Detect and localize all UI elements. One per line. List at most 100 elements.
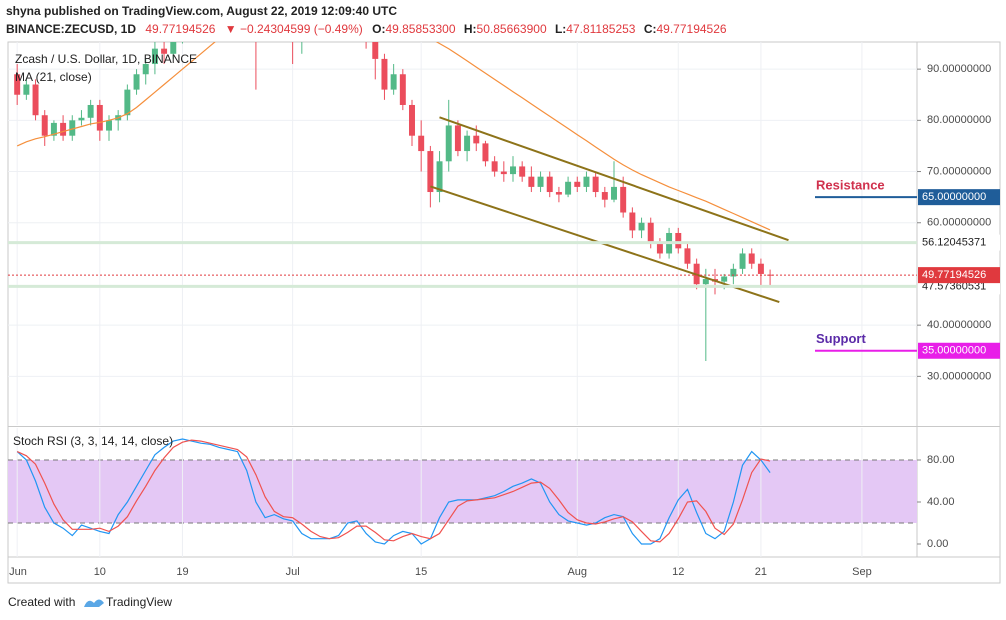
candle-body <box>41 115 48 136</box>
candle-body <box>592 176 599 193</box>
candle-body <box>583 176 590 187</box>
candle-body <box>14 74 21 95</box>
quote-line: BINANCE:ZECUSD, 1D 49.77194526 ▼ −0.2430… <box>6 22 727 36</box>
x-tick-label: 10 <box>94 566 106 578</box>
footer-brand: TradingView <box>106 595 172 609</box>
candle-body <box>436 161 443 193</box>
y-tick-label: 70.00000000 <box>927 165 991 177</box>
candle-body <box>739 253 746 269</box>
candle-body <box>537 176 544 187</box>
y-tick-label: 40.00 <box>927 496 955 508</box>
x-tick-label: 12 <box>672 566 684 578</box>
candle-body <box>601 192 608 200</box>
candle-body <box>60 122 67 136</box>
candle-body <box>78 117 85 121</box>
rsi-band <box>8 460 917 523</box>
candle-body <box>684 248 691 264</box>
y-tick-label: 40.00000000 <box>927 319 991 331</box>
plot: Jun 10 19 Jul 15 Aug 12 21 Sep 30.00000000 40.0000… <box>8 42 1000 578</box>
x-tick-label: 21 <box>755 566 767 578</box>
x-tick-label: Jul <box>286 566 300 578</box>
candle-body <box>399 74 406 105</box>
candle-body <box>445 125 452 162</box>
level-label: 47.57360531 <box>922 280 986 292</box>
price-pane <box>8 42 917 425</box>
level-label-box <box>918 234 1000 251</box>
candle-body <box>565 181 572 195</box>
candle-body <box>748 253 755 264</box>
candle-body <box>500 171 507 175</box>
annotation-text: Support <box>816 331 866 346</box>
candle-body <box>124 89 131 116</box>
candle-body <box>390 74 397 90</box>
candle-body <box>574 181 581 187</box>
y-tick-label: 30.00000000 <box>927 370 991 382</box>
x-tick-label: Sep <box>852 566 872 578</box>
candle-body <box>106 120 112 131</box>
rsi-pane <box>8 428 917 557</box>
candle-body <box>142 64 149 75</box>
x-tick-label: Aug <box>567 566 587 578</box>
candle-body <box>381 58 388 90</box>
annotation-label-box <box>918 189 1000 206</box>
change: ▼ −0.24304599 (−0.49%) <box>225 22 363 36</box>
candle-body <box>50 122 57 136</box>
y-tick-label: 80.00 <box>927 454 955 466</box>
byline: shyna published on TradingView.com, Augu… <box>6 4 397 18</box>
ohlc-key: H: <box>464 22 477 36</box>
candle-body <box>555 192 562 195</box>
candle-body <box>528 176 535 187</box>
candle-body <box>69 120 76 136</box>
ohlc-key: L: <box>555 22 566 36</box>
candle-body <box>427 151 434 193</box>
candle-body <box>418 135 425 152</box>
x-tick-label: 19 <box>176 566 188 578</box>
candle-body <box>133 74 140 90</box>
candle-body <box>491 161 498 172</box>
y-tick-label: 60.00000000 <box>927 217 991 229</box>
ohlc-key: O: <box>372 22 385 36</box>
stoch-line <box>16 438 771 545</box>
symbol: BINANCE:ZECUSD, 1D <box>6 22 136 36</box>
frame <box>7 41 1001 584</box>
x-tick-label: 15 <box>415 566 427 578</box>
stoch-line <box>16 439 771 543</box>
candle-body <box>96 104 103 131</box>
candle-body <box>656 243 663 254</box>
candle-body <box>620 186 627 213</box>
candle-body <box>170 42 177 54</box>
candle-body <box>675 232 682 249</box>
candle-body <box>409 104 415 136</box>
moving-average <box>16 42 771 231</box>
trend-line <box>439 116 789 242</box>
logo <box>84 599 104 607</box>
candle-body <box>757 263 764 274</box>
annotation-text: Resistance <box>816 178 885 193</box>
y-tick-label: 0.00 <box>927 538 948 550</box>
footer-text: Created with <box>8 595 75 609</box>
candle-body <box>702 279 709 285</box>
trend-line <box>430 185 780 304</box>
ohlc-value: 49.85853300 <box>385 22 455 36</box>
candle-body <box>454 125 461 152</box>
ohlc-key: C: <box>644 22 657 36</box>
level-label: 56.12045371 <box>922 237 986 249</box>
legend-entry: MA (21, close) <box>15 70 92 84</box>
candle-body <box>87 104 94 118</box>
candle-body <box>638 222 645 231</box>
pane-title: Stoch RSI (3, 3, 14, 14, close) <box>13 434 173 448</box>
last-price: 49.77194526 <box>145 22 215 36</box>
ohlc-value: 49.77194526 <box>657 22 727 36</box>
candle-body <box>767 274 774 276</box>
candle-body <box>464 135 471 152</box>
candle-body <box>629 212 636 231</box>
level-label-box <box>918 267 1000 284</box>
candle-body <box>372 42 379 59</box>
candle-body <box>721 276 728 282</box>
candle-body <box>519 166 526 177</box>
x-tick-label: Jun <box>9 566 27 578</box>
candle-body <box>647 222 654 244</box>
y-tick-label: 80.00000000 <box>927 114 991 126</box>
level-label: 49.77194526 <box>922 269 986 281</box>
